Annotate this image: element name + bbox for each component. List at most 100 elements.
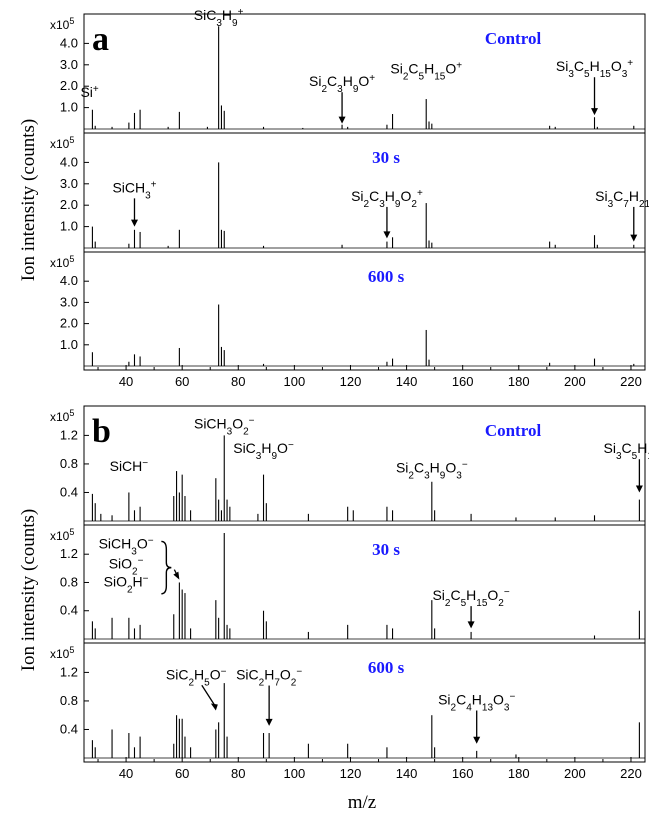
brace xyxy=(161,540,172,595)
condition-label: 600 s xyxy=(368,658,405,677)
arrow-head xyxy=(473,736,481,744)
peak-annotation: Si3C7H21O2+ xyxy=(595,187,649,209)
x-tick-label: 100 xyxy=(284,766,306,781)
y-tick-label: 3.0 xyxy=(60,176,78,191)
x-tick-label: 120 xyxy=(340,374,362,389)
ylabel-a: Ion intensity (counts) xyxy=(18,119,39,282)
peak-annotation: Si2C5H15O+ xyxy=(390,60,462,82)
subplot-b-0: x105 0.4 0.8 1.2 Control SiCH− SiCH3O2− SiC3H9O… xyxy=(50,408,649,522)
peak-annotation: SiCH3O2− xyxy=(194,415,255,437)
y-tick-label: 1.0 xyxy=(60,219,78,234)
x-tick-label: 60 xyxy=(175,374,189,389)
panel-b: b x105 0.4 0.8 1.2 Control SiCH− SiCH3O2− SiC3H9… xyxy=(50,405,649,781)
y-multiplier: x105 xyxy=(50,254,74,270)
y-multiplier: x105 xyxy=(50,527,74,543)
peak-annotation: SiO2− xyxy=(109,555,144,577)
y-multiplier: x105 xyxy=(50,645,74,661)
panels: a x105 1.0 2.0 3.0 4.0 Control Si+ SiC3H9+ Si2C3H… xyxy=(50,6,649,781)
peak-annotation: Si2C5H15O2− xyxy=(432,587,509,609)
x-tick-label: 60 xyxy=(175,766,189,781)
y-tick-label: 3.0 xyxy=(60,57,78,72)
arrow-head xyxy=(210,703,218,711)
peak-annotation: SiCH3+ xyxy=(112,179,156,201)
condition-label: Control xyxy=(485,421,542,440)
y-tick-label: 1.0 xyxy=(60,337,78,352)
x-tick-label: 120 xyxy=(340,766,362,781)
x-tick-label: 40 xyxy=(119,766,133,781)
peak-annotation: Si2C4H13O3− xyxy=(438,691,515,713)
y-tick-label: 4.0 xyxy=(60,273,78,288)
peak-annotation: SiCH− xyxy=(110,458,149,475)
arrow-head xyxy=(265,718,273,726)
arrow-head xyxy=(467,621,475,629)
y-tick-label: 4.0 xyxy=(60,35,78,50)
y-tick-label: 0.4 xyxy=(60,721,78,736)
peak-annotation: Si2C3H9O3− xyxy=(396,459,468,481)
subplot-a-0: x105 1.0 2.0 3.0 4.0 Control Si+ SiC3H9+ Si2C3H9… xyxy=(50,6,645,130)
arrow-head xyxy=(130,219,138,227)
panel-a: a x105 1.0 2.0 3.0 4.0 Control Si+ SiC3H9+ Si2C3H… xyxy=(50,6,649,389)
arrow-head xyxy=(338,116,346,124)
x-tick-label: 140 xyxy=(396,766,418,781)
x-tick-label: 160 xyxy=(452,766,474,781)
peak-annotation: SiCH3O− xyxy=(99,535,154,557)
subplot-b-1: x105 0.4 0.8 1.2 30 s SiCH3O−SiO2−SiO2H− Si2C5… xyxy=(50,527,645,640)
x-tick-label: 140 xyxy=(396,374,418,389)
y-tick-label: 0.4 xyxy=(60,603,78,618)
y-tick-label: 3.0 xyxy=(60,294,78,309)
peak-annotation: SiC3H9O− xyxy=(233,440,294,462)
peak-annotation: SiC2H5O− xyxy=(166,666,227,688)
x-tick-label: 80 xyxy=(231,374,245,389)
plot-frame xyxy=(83,405,646,763)
y-tick-label: 1.2 xyxy=(60,664,78,679)
subplot-b-2: x105 0.4 0.8 1.2 600 s SiC2H5O− SiC2H7O2− Si2C4… xyxy=(50,645,645,759)
peak-annotation: SiC2H7O2− xyxy=(236,666,302,688)
x-tick-label: 220 xyxy=(620,766,642,781)
subplot-a-1: x105 1.0 2.0 3.0 4.0 30 s SiCH3+ Si2C3H9O2+ Si3C… xyxy=(50,135,649,249)
y-tick-label: 0.8 xyxy=(60,693,78,708)
condition-label: 30 s xyxy=(372,540,400,559)
arrow-head xyxy=(630,234,638,242)
panel-label-a: a xyxy=(92,21,109,58)
x-tick-label: 160 xyxy=(452,374,474,389)
y-tick-label: 0.8 xyxy=(60,574,78,589)
y-tick-label: 1.2 xyxy=(60,427,78,442)
y-tick-label: 4.0 xyxy=(60,154,78,169)
arrow-head xyxy=(173,571,180,580)
peak-annotation: Si3C5H15O3+ xyxy=(556,58,633,80)
arrow-head xyxy=(591,108,599,116)
y-multiplier: x105 xyxy=(50,135,74,151)
peak-annotation: Si+ xyxy=(80,83,98,100)
y-tick-label: 2.0 xyxy=(60,197,78,212)
x-tick-label: 200 xyxy=(564,766,586,781)
arrow-head xyxy=(635,485,643,493)
peak-annotation: Si3C5H15O− xyxy=(604,440,649,462)
condition-label: 600 s xyxy=(368,267,405,286)
condition-label: Control xyxy=(485,29,542,48)
peak-annotation: Si2C3H9O+ xyxy=(309,73,375,95)
peak-annotation: Si2C3H9O2+ xyxy=(351,187,423,209)
x-tick-label: 220 xyxy=(620,374,642,389)
y-multiplier: x105 xyxy=(50,16,74,32)
y-tick-label: 1.0 xyxy=(60,100,78,115)
xlabel: m/z xyxy=(348,792,377,813)
y-multiplier: x105 xyxy=(50,408,74,424)
x-tick-label: 40 xyxy=(119,374,133,389)
y-tick-label: 0.8 xyxy=(60,456,78,471)
subplot-a-2: x105 1.0 2.0 3.0 4.0 600 s xyxy=(50,254,645,367)
y-tick-label: 1.2 xyxy=(60,546,78,561)
peak-annotation: SiO2H− xyxy=(104,573,149,595)
y-tick-label: 2.0 xyxy=(60,316,78,331)
plot-frame xyxy=(83,13,646,371)
y-tick-label: 0.4 xyxy=(60,484,78,499)
x-tick-label: 80 xyxy=(231,766,245,781)
condition-label: 30 s xyxy=(372,148,400,167)
x-tick-label: 180 xyxy=(508,374,530,389)
ylabel-b: Ion intensity (counts) xyxy=(18,509,39,672)
panel-label-b: b xyxy=(92,413,111,450)
peak-annotation: SiC3H9+ xyxy=(194,6,244,28)
x-tick-label: 100 xyxy=(284,374,306,389)
x-tick-label: 200 xyxy=(564,374,586,389)
annotation-arrow xyxy=(201,684,216,706)
